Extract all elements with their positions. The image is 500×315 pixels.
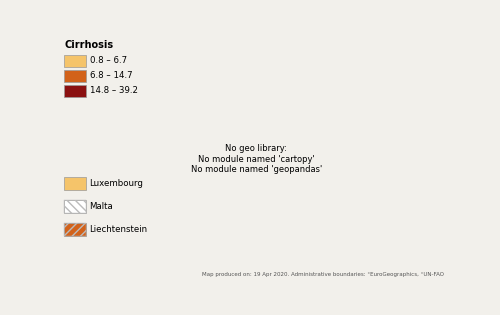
Text: Liechtenstein: Liechtenstein bbox=[90, 225, 148, 234]
Text: Luxembourg: Luxembourg bbox=[90, 179, 144, 188]
Text: 14.8 – 39.2: 14.8 – 39.2 bbox=[90, 86, 138, 95]
Bar bbox=[64, 200, 86, 213]
Bar bbox=[64, 70, 86, 82]
Bar bbox=[64, 223, 86, 236]
Text: Map produced on: 19 Apr 2020. Administrative boundaries: °EuroGeographics, °UN-F: Map produced on: 19 Apr 2020. Administra… bbox=[202, 272, 444, 278]
Bar bbox=[64, 177, 86, 190]
Text: Malta: Malta bbox=[90, 202, 114, 211]
Text: Cirrhosis: Cirrhosis bbox=[64, 40, 114, 50]
Bar bbox=[64, 85, 86, 97]
Text: 0.8 – 6.7: 0.8 – 6.7 bbox=[90, 56, 127, 65]
Text: No geo library:
No module named 'cartopy'
No module named 'geopandas': No geo library: No module named 'cartopy… bbox=[190, 144, 322, 174]
Text: 6.8 – 14.7: 6.8 – 14.7 bbox=[90, 72, 132, 80]
Bar bbox=[64, 200, 86, 213]
Bar bbox=[64, 55, 86, 67]
Bar bbox=[64, 223, 86, 236]
